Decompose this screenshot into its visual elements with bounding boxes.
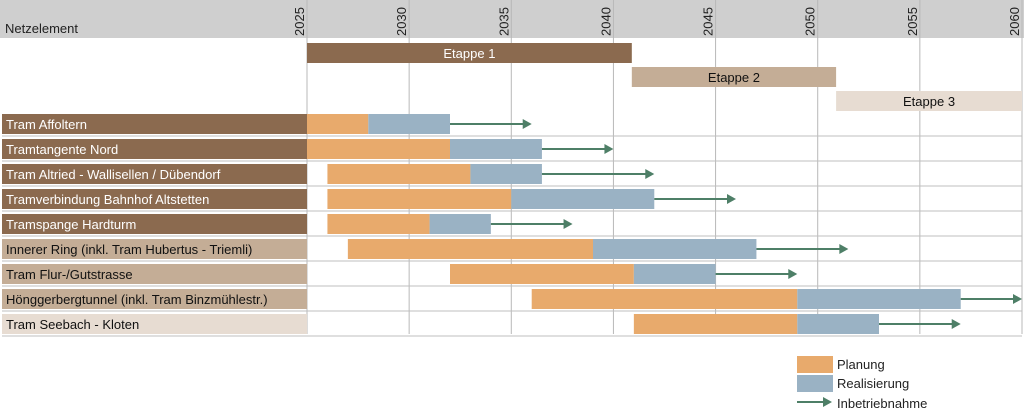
header-band	[0, 0, 1024, 38]
inbetriebnahme-arrowhead	[839, 244, 849, 254]
x-tick-label: 2045	[701, 7, 716, 36]
realisierung-bar	[429, 214, 491, 234]
x-tick-label: 2055	[905, 7, 920, 36]
x-tick-label: 2060	[1007, 7, 1022, 36]
inbetriebnahme-arrowhead	[727, 194, 736, 204]
row-label: Hönggerbergtunnel (inkl. Tram Binzmühles…	[6, 292, 268, 307]
planung-bar	[347, 239, 593, 259]
inbetriebnahme-arrowhead	[645, 169, 655, 179]
x-tick-label: 2030	[394, 7, 409, 36]
legend-swatch	[797, 375, 833, 392]
inbetriebnahme-arrowhead	[522, 119, 532, 129]
planung-bar	[327, 189, 512, 209]
realisierung-bar	[470, 164, 542, 184]
row-label: Innerer Ring (inkl. Tram Hubertus - Trie…	[6, 242, 252, 257]
stage-label: Etappe 3	[903, 94, 955, 109]
inbetriebnahme-arrowhead	[1013, 294, 1022, 304]
row-label: Tramtangente Nord	[6, 142, 118, 157]
row-label: Tram Seebach - Kloten	[6, 317, 139, 332]
realisierung-bar	[511, 189, 655, 209]
planung-bar	[307, 114, 369, 134]
stage-bar	[631, 67, 837, 87]
realisierung-bar	[450, 139, 542, 159]
x-tick-label: 2050	[803, 7, 818, 36]
row-label-cell	[2, 114, 307, 134]
row-label: Tramverbindung Bahnhof Altstetten	[6, 192, 209, 207]
stage-label: Etappe 2	[708, 70, 760, 85]
row-label-cell	[2, 139, 307, 159]
realisierung-bar	[593, 239, 757, 259]
planung-bar	[327, 164, 471, 184]
planung-bar	[307, 139, 450, 159]
row-label-cell	[2, 164, 307, 184]
planung-bar	[531, 289, 798, 309]
stage-bar	[836, 91, 1022, 111]
row-label: Tram Affoltern	[6, 117, 87, 132]
x-tick-label: 2035	[496, 7, 511, 36]
inbetriebnahme-arrowhead	[604, 144, 614, 154]
planung-bar	[633, 314, 798, 334]
row-label: Tramspange Hardturm	[6, 217, 136, 232]
realisierung-bar	[368, 114, 450, 134]
row-label-cell	[2, 214, 307, 234]
inbetriebnahme-arrowhead	[951, 319, 961, 329]
realisierung-bar	[797, 289, 961, 309]
legend-label: Inbetriebnahme	[837, 396, 927, 411]
planung-bar	[450, 264, 634, 284]
realisierung-bar	[633, 264, 716, 284]
row-label: Tram Flur-/Gutstrasse	[6, 267, 133, 282]
stage-label: Etappe 1	[443, 46, 495, 61]
legend-label: Realisierung	[837, 376, 909, 391]
row-label-cell	[2, 289, 307, 309]
stage-bar	[307, 43, 632, 63]
stage-bars: Etappe 1 Etappe 2 Etappe 3	[307, 43, 1022, 111]
header-label: Netzelement	[5, 21, 78, 36]
realisierung-bar	[797, 314, 879, 334]
legend-swatch	[797, 356, 833, 373]
legend-label: Planung	[837, 357, 885, 372]
x-tick-label: 2040	[598, 7, 613, 36]
row-label: Tram Altried - Wallisellen / Dübendorf	[6, 167, 221, 182]
inbetriebnahme-arrowhead	[788, 269, 798, 279]
legend-arrowhead	[823, 397, 832, 407]
task-rows: Tram Affoltern Tramtangente Nord Tram Altr…	[2, 114, 1022, 337]
x-tick-label: 2025	[292, 7, 307, 36]
row-label-cell	[2, 189, 307, 209]
x-tick-labels: 2025 2030 2035 2040 2045 2050 2055 2060	[292, 7, 1022, 36]
row-label-cell	[2, 264, 307, 284]
row-label-cell	[2, 239, 307, 259]
row-label-cell	[2, 314, 307, 334]
legend: Planung Realisierung Inbetriebnahme	[797, 356, 927, 411]
inbetriebnahme-arrowhead	[563, 219, 573, 229]
planung-bar	[327, 214, 430, 234]
